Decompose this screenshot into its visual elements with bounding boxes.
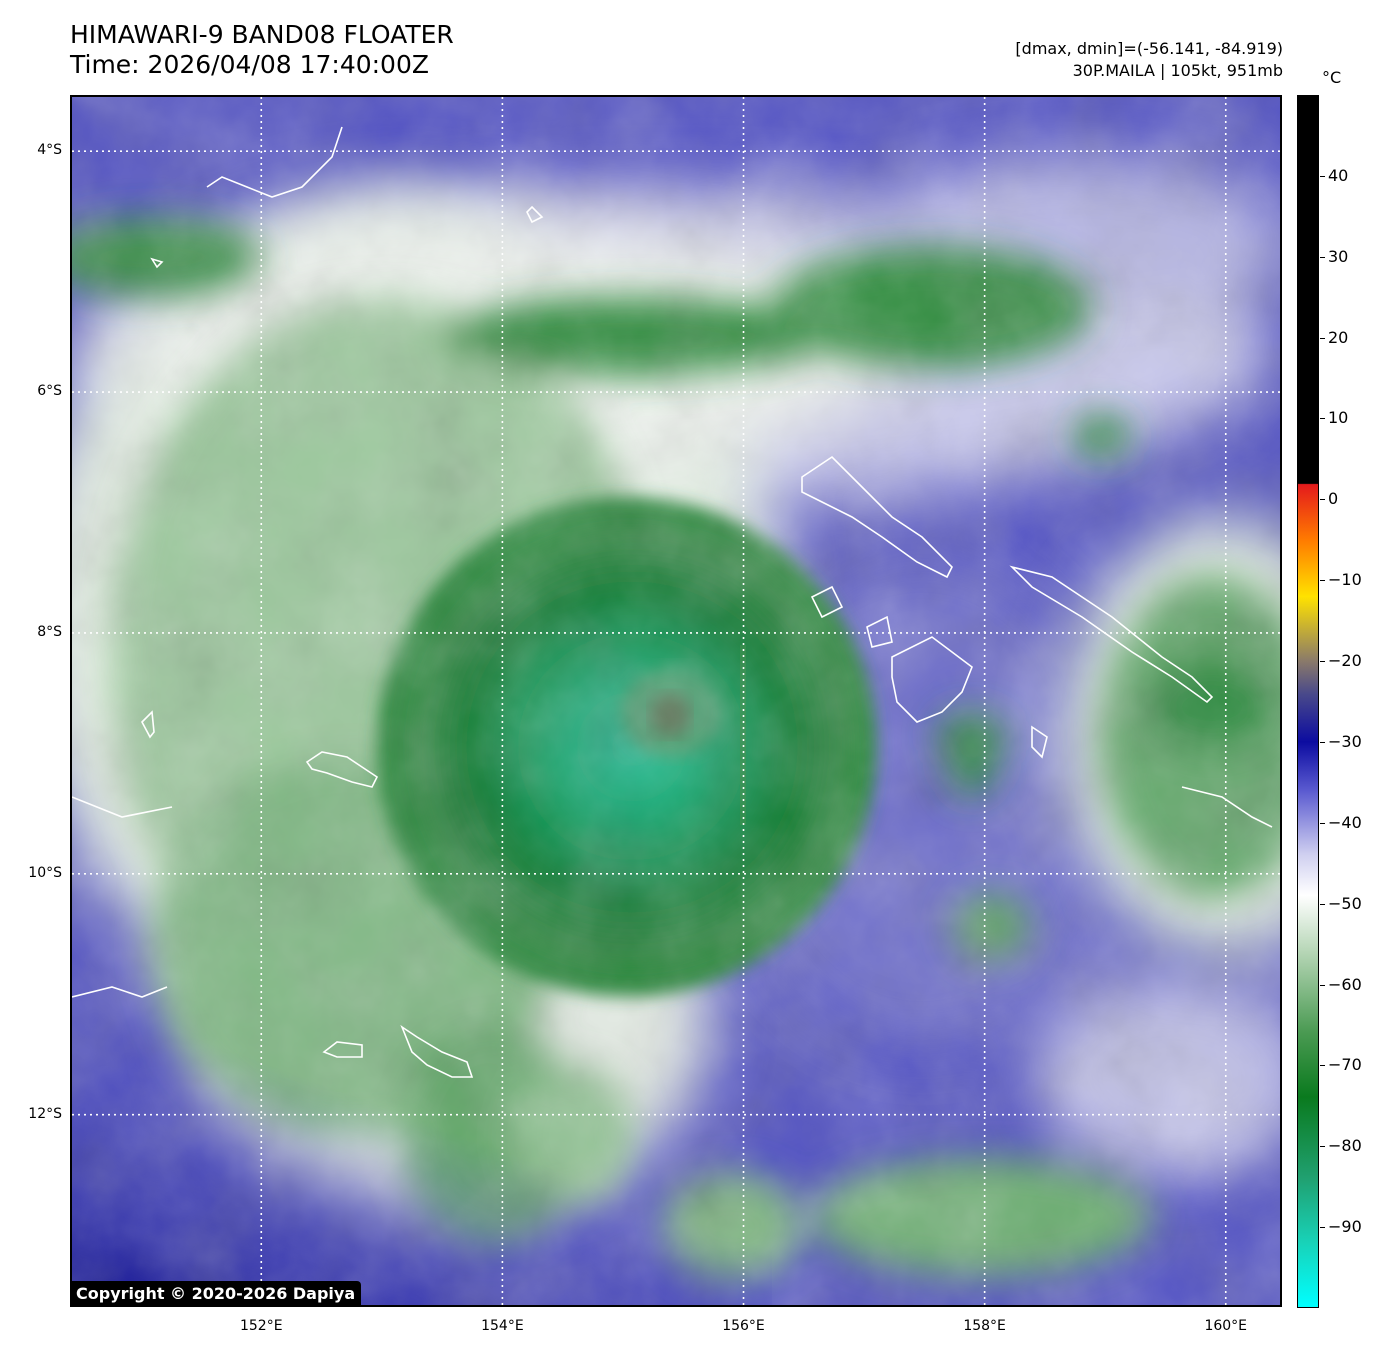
lon-label: 154°E — [481, 1318, 524, 1334]
colorbar-tick-label: 30 — [1328, 246, 1349, 266]
colorbar-tick — [1320, 175, 1325, 177]
colorbar-tick — [1320, 903, 1325, 905]
lon-label: 156°E — [722, 1318, 765, 1334]
colorbar-tick-label: 20 — [1328, 327, 1349, 347]
colorbar-tick-label: −70 — [1328, 1055, 1362, 1075]
colorbar-tick-label: −40 — [1328, 812, 1362, 832]
colorbar-tick — [1320, 418, 1325, 420]
copyright-badge: Copyright © 2020-2026 Dapiya — [70, 1281, 362, 1306]
lat-label: 12°S — [28, 1105, 62, 1122]
lat-label: 10°S — [28, 864, 62, 881]
info-line-2: 30P.MAILA | 105kt, 951mb — [1072, 61, 1283, 80]
lon-label: 160°E — [1204, 1318, 1248, 1334]
colorbar-tick — [1320, 499, 1325, 501]
satellite-map — [70, 95, 1282, 1307]
lon-label: 152°E — [239, 1318, 283, 1334]
colorbar-tick — [1320, 1227, 1325, 1229]
colorbar-tick-label: −50 — [1328, 893, 1362, 913]
colorbar-tick — [1320, 1146, 1325, 1148]
temperature-colorbar — [1297, 95, 1319, 1308]
colorbar-unit: °C — [1322, 68, 1342, 87]
colorbar-tick-label: −20 — [1328, 651, 1362, 671]
colorbar-tick — [1320, 822, 1325, 824]
lat-label: 8°S — [37, 623, 62, 640]
title-block: HIMAWARI-9 BAND08 FLOATER Time: 2026/04/… — [70, 20, 454, 80]
colorbar-tick — [1320, 661, 1325, 663]
lon-label: 158°E — [963, 1318, 1006, 1334]
colorbar-tick — [1320, 1065, 1325, 1067]
colorbar-tick — [1320, 741, 1325, 743]
colorbar-tick — [1320, 337, 1325, 339]
lat-label: 6°S — [37, 383, 62, 400]
colorbar-tick-label: 40 — [1328, 165, 1349, 185]
colorbar-tick-label: −80 — [1328, 1136, 1362, 1156]
colorbar-tick-label: −10 — [1328, 570, 1362, 590]
coastlines — [72, 126, 1273, 1078]
colorbar-tick-label: 0 — [1328, 489, 1339, 509]
satellite-imagery — [72, 97, 1280, 1305]
colorbar-tick-label: 10 — [1328, 408, 1349, 428]
colorbar-tick-label: −60 — [1328, 974, 1362, 994]
title-line-2: Time: 2026/04/08 17:40:00Z — [70, 50, 429, 79]
colorbar-tick — [1320, 256, 1325, 258]
colorbar-tick — [1320, 984, 1325, 986]
colorbar-tick — [1320, 580, 1325, 582]
title-line-1: HIMAWARI-9 BAND08 FLOATER — [70, 20, 454, 49]
colorbar-tick-label: −30 — [1328, 731, 1362, 751]
info-line-1: [dmax, dmin]=(-56.141, -84.919) — [1015, 39, 1283, 58]
lat-label: 4°S — [37, 142, 62, 159]
info-block: [dmax, dmin]=(-56.141, -84.919) 30P.MAIL… — [1015, 38, 1283, 82]
colorbar-tick-label: −90 — [1328, 1217, 1362, 1237]
